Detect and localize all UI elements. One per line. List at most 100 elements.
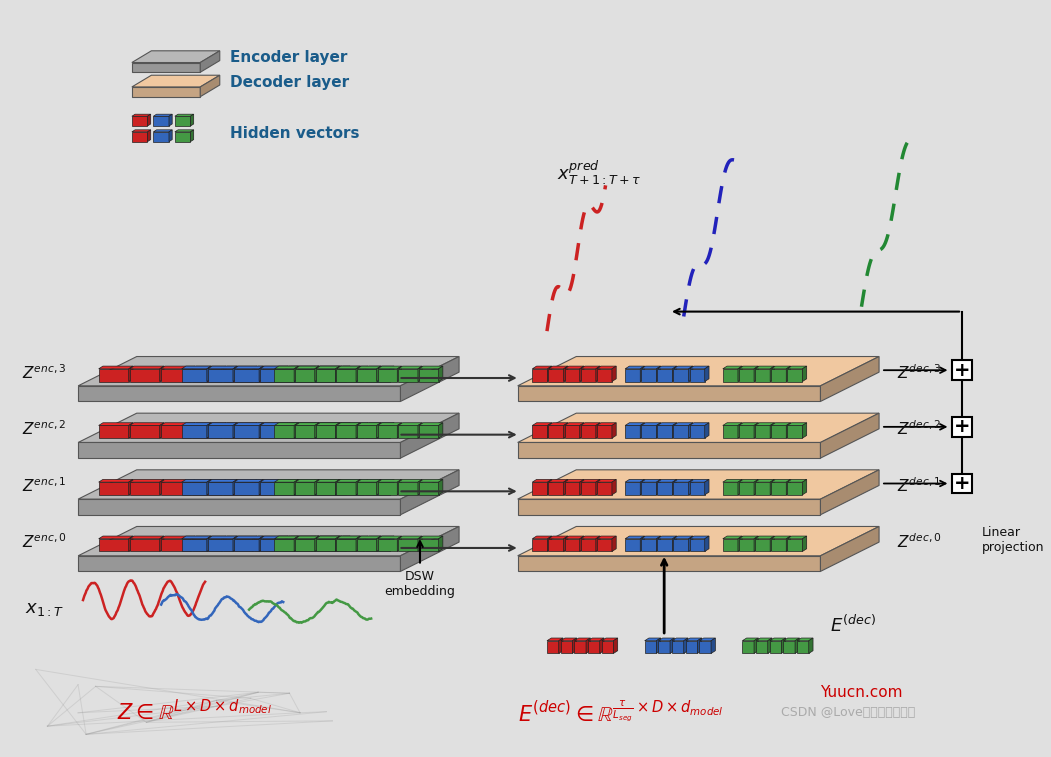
Polygon shape [787, 479, 807, 482]
Polygon shape [286, 539, 311, 552]
Polygon shape [315, 482, 346, 495]
Polygon shape [208, 422, 238, 425]
Polygon shape [580, 536, 584, 552]
Polygon shape [260, 536, 289, 539]
Polygon shape [161, 482, 190, 495]
Polygon shape [658, 640, 671, 653]
Polygon shape [786, 536, 790, 552]
Polygon shape [771, 539, 786, 552]
Polygon shape [614, 638, 618, 653]
Polygon shape [357, 366, 380, 369]
Polygon shape [742, 638, 759, 640]
Polygon shape [532, 539, 548, 552]
Polygon shape [564, 536, 584, 539]
Text: $Z^{enc,1}$: $Z^{enc,1}$ [22, 476, 66, 495]
Polygon shape [705, 422, 709, 438]
Polygon shape [597, 536, 616, 539]
Polygon shape [223, 479, 257, 482]
Polygon shape [337, 366, 342, 382]
Polygon shape [191, 479, 226, 482]
Polygon shape [357, 482, 376, 495]
Polygon shape [802, 536, 807, 552]
Polygon shape [739, 369, 754, 382]
Polygon shape [688, 366, 693, 382]
Polygon shape [376, 422, 380, 438]
Polygon shape [770, 536, 775, 552]
Polygon shape [400, 413, 459, 458]
Polygon shape [438, 422, 442, 438]
Polygon shape [314, 422, 320, 438]
Polygon shape [548, 422, 552, 438]
Polygon shape [314, 366, 320, 382]
Polygon shape [419, 422, 442, 425]
Polygon shape [223, 536, 257, 539]
Polygon shape [285, 369, 314, 382]
Polygon shape [233, 536, 238, 552]
Text: $Z \in \mathbb{R}^{L \times D \times d_{model}}$: $Z \in \mathbb{R}^{L \times D \times d_{… [118, 699, 272, 724]
Polygon shape [390, 536, 394, 552]
Polygon shape [674, 366, 693, 369]
Polygon shape [596, 422, 600, 438]
Polygon shape [182, 422, 211, 425]
Polygon shape [315, 422, 350, 425]
Polygon shape [549, 422, 568, 425]
Text: $Z^{dec,0}$: $Z^{dec,0}$ [897, 533, 942, 551]
Polygon shape [625, 422, 644, 425]
Polygon shape [580, 422, 600, 425]
Text: $Z^{dec,1}$: $Z^{dec,1}$ [897, 476, 941, 495]
Polygon shape [315, 539, 335, 552]
Polygon shape [756, 640, 767, 653]
Polygon shape [223, 422, 257, 425]
Polygon shape [129, 422, 164, 425]
Polygon shape [335, 536, 339, 552]
Polygon shape [286, 479, 315, 482]
Polygon shape [518, 357, 879, 386]
Polygon shape [597, 482, 612, 495]
Polygon shape [688, 536, 693, 552]
Text: $Z^{enc,0}$: $Z^{enc,0}$ [22, 533, 66, 551]
Polygon shape [311, 366, 315, 382]
Polygon shape [99, 479, 133, 482]
Polygon shape [312, 422, 342, 425]
Polygon shape [689, 369, 705, 382]
Polygon shape [644, 638, 661, 640]
Polygon shape [129, 536, 164, 539]
Polygon shape [285, 479, 320, 482]
Polygon shape [234, 539, 260, 552]
Polygon shape [357, 425, 376, 438]
Polygon shape [234, 479, 264, 482]
Polygon shape [234, 422, 264, 425]
Polygon shape [532, 482, 548, 495]
Polygon shape [356, 536, 360, 552]
Polygon shape [674, 369, 688, 382]
Polygon shape [311, 422, 315, 438]
Polygon shape [705, 366, 709, 382]
Polygon shape [337, 536, 342, 552]
Polygon shape [131, 114, 150, 117]
Polygon shape [286, 536, 315, 539]
Polygon shape [400, 470, 459, 515]
Polygon shape [625, 536, 644, 539]
Polygon shape [190, 114, 193, 126]
Polygon shape [174, 129, 193, 132]
Polygon shape [260, 479, 264, 495]
Polygon shape [560, 640, 573, 653]
Polygon shape [253, 366, 288, 369]
Polygon shape [419, 482, 438, 495]
Polygon shape [580, 479, 584, 495]
Polygon shape [398, 539, 418, 552]
Text: $Z^{dec,3}$: $Z^{dec,3}$ [897, 363, 941, 382]
Polygon shape [674, 539, 688, 552]
Polygon shape [147, 129, 150, 142]
Polygon shape [685, 638, 702, 640]
Polygon shape [532, 366, 552, 369]
Polygon shape [419, 369, 438, 382]
Polygon shape [295, 536, 320, 539]
Polygon shape [182, 536, 211, 539]
Polygon shape [756, 638, 772, 640]
Text: Hidden vectors: Hidden vectors [229, 126, 359, 142]
Polygon shape [315, 366, 339, 369]
Polygon shape [688, 422, 693, 438]
Polygon shape [285, 366, 320, 369]
Polygon shape [547, 640, 559, 653]
